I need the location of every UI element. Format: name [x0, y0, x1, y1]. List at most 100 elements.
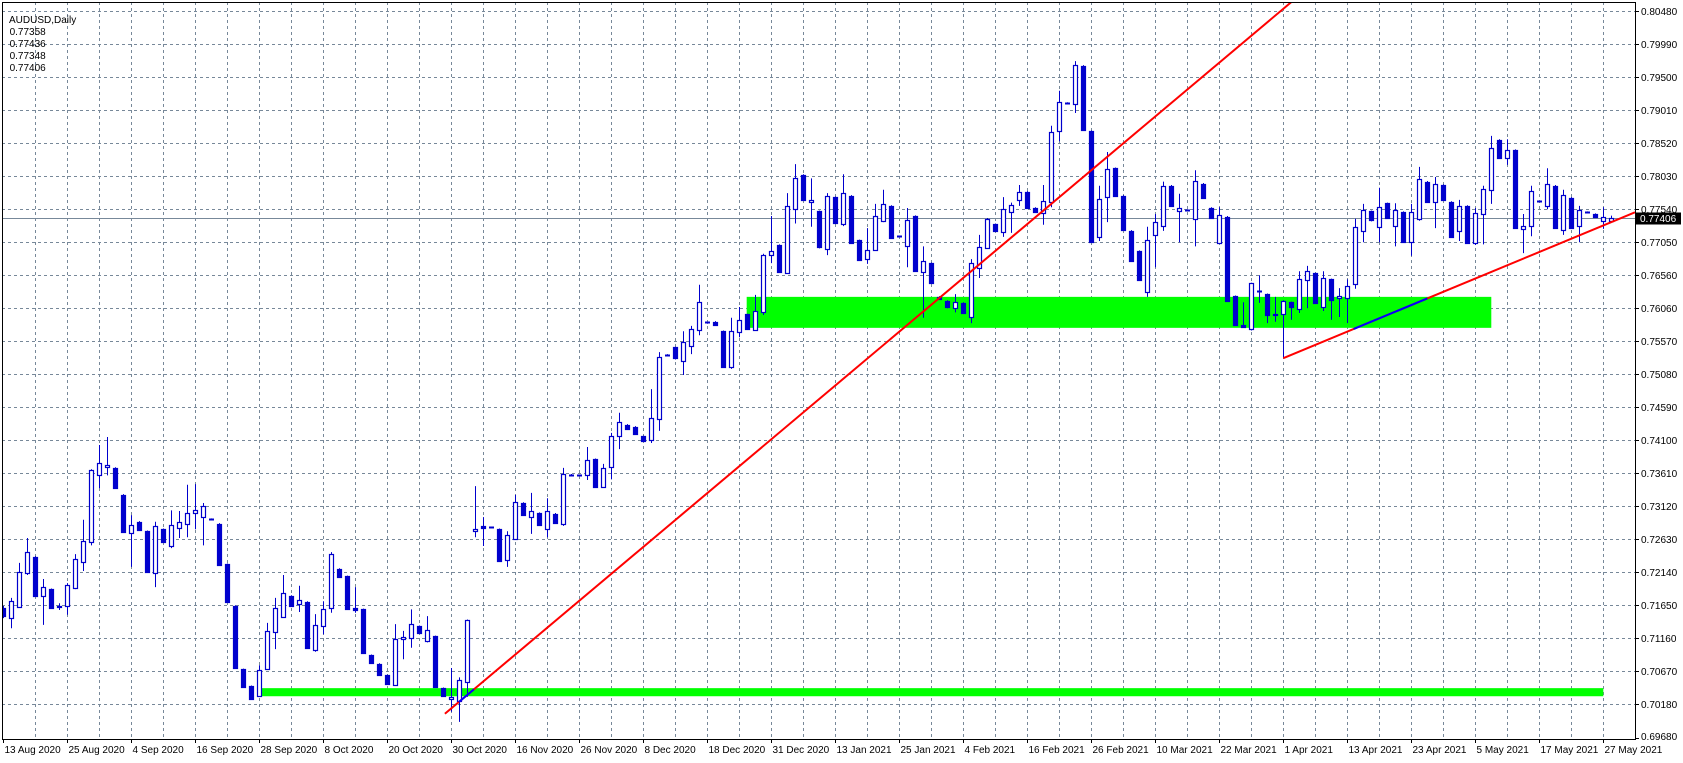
candle: [520, 502, 527, 517]
candle-body-bull: [176, 521, 183, 530]
candle-body-bull: [904, 219, 911, 248]
candle: [928, 262, 935, 285]
candle: [1528, 185, 1535, 237]
candle-body-bear: [776, 244, 783, 274]
candle: [1257, 275, 1262, 303]
candle: [1120, 195, 1127, 232]
candle-body-bear: [1552, 185, 1559, 230]
candle: [1224, 216, 1231, 303]
candle-body-bull: [1048, 131, 1055, 204]
zone-rectangle[interactable]: [746, 296, 1492, 328]
candle: [496, 528, 503, 563]
candle: [1472, 207, 1479, 245]
candle: [1272, 296, 1279, 322]
candle: [728, 317, 735, 369]
candle-body-bull: [280, 592, 287, 619]
candle: [280, 575, 287, 619]
candle-body-bull: [840, 192, 847, 226]
high-value: 0.77436: [9, 39, 46, 50]
candle: [192, 484, 199, 530]
candle: [1568, 197, 1575, 230]
candle-body-bull: [80, 540, 87, 564]
candle: [1424, 181, 1431, 204]
candle-body-bear: [224, 563, 231, 604]
candle: [1280, 300, 1287, 359]
candle: [1264, 293, 1271, 324]
candle-body-bull: [1344, 285, 1351, 300]
trendline[interactable]: [1282, 211, 1635, 360]
candle: [256, 665, 263, 698]
candle-body-bear: [216, 523, 223, 567]
candle-body-bull: [1360, 209, 1367, 233]
candle-body-bear: [1240, 324, 1247, 329]
candle-body-bull: [1520, 225, 1527, 231]
price-tick-label: 0.78520: [1641, 139, 1678, 150]
candle: [1360, 203, 1367, 243]
candle-body-bull: [768, 250, 775, 257]
candle-body-bear: [888, 205, 895, 240]
candles: [2, 61, 1615, 722]
candle: [152, 521, 159, 588]
candle: [432, 635, 439, 689]
candle: [1200, 183, 1207, 200]
candle: [816, 210, 823, 249]
candle-body-bull: [312, 624, 319, 652]
candle: [512, 494, 519, 541]
candle-body-bear: [360, 608, 367, 655]
close-value: 0.77406: [9, 63, 46, 74]
candle-body-bear: [944, 300, 951, 309]
candle: [1304, 265, 1311, 309]
candle-body-bull: [1296, 278, 1303, 311]
candle: [320, 601, 327, 635]
candle: [1152, 214, 1159, 268]
candle: [312, 614, 319, 652]
candle: [912, 215, 919, 273]
candle-body-bull: [920, 260, 927, 274]
candle: [1432, 176, 1439, 229]
candle-body-bull: [56, 605, 63, 609]
candle: [1416, 166, 1423, 221]
candle: [776, 244, 783, 274]
candle: [1024, 191, 1031, 210]
candle: [1512, 149, 1519, 230]
trendline[interactable]: [444, 0, 1294, 715]
candle: [160, 528, 167, 544]
candle: [216, 523, 223, 567]
candle: [1288, 301, 1295, 320]
candle: [1240, 302, 1247, 329]
candle: [144, 530, 151, 574]
candle: [800, 174, 807, 202]
price-tick-label: 0.79500: [1641, 73, 1678, 84]
candle-body-bull: [184, 512, 191, 526]
candle: [1104, 152, 1111, 223]
zone-rectangle[interactable]: [259, 688, 1604, 697]
price-tick-label: 0.70670: [1641, 667, 1678, 678]
candle-body-bull: [792, 177, 799, 211]
trendline-overlap-segment: [1353, 297, 1428, 330]
candle-body-bear: [1168, 185, 1175, 208]
candle: [408, 609, 415, 648]
candle-body-bear: [304, 601, 311, 650]
candle-body-bull: [472, 528, 479, 533]
candle-body-bear: [160, 528, 167, 544]
candle-body-bear: [352, 607, 359, 612]
candle: [1072, 61, 1079, 113]
candle-body-bear: [1272, 313, 1279, 317]
candle: [360, 608, 367, 655]
candle-body-bear: [552, 513, 559, 525]
candle: [584, 447, 591, 481]
candle-body-bull: [1336, 295, 1343, 300]
candle-body-bull: [600, 467, 607, 489]
rectangles: [259, 296, 1604, 697]
candle: [648, 389, 655, 444]
candle: [104, 436, 111, 476]
candle-body-bull: [1072, 64, 1079, 106]
candle-body-bull: [976, 246, 983, 270]
candle-body-bear: [816, 210, 823, 249]
time-tick-label: 4 Sep 2020: [133, 745, 185, 756]
chart-title: AUDUSD,Daily 0.77358 0.77436 0.77348 0.7…: [4, 3, 80, 75]
candle: [264, 622, 271, 671]
candle: [1585, 211, 1590, 214]
time-tick-label: 31 Dec 2020: [773, 745, 830, 756]
